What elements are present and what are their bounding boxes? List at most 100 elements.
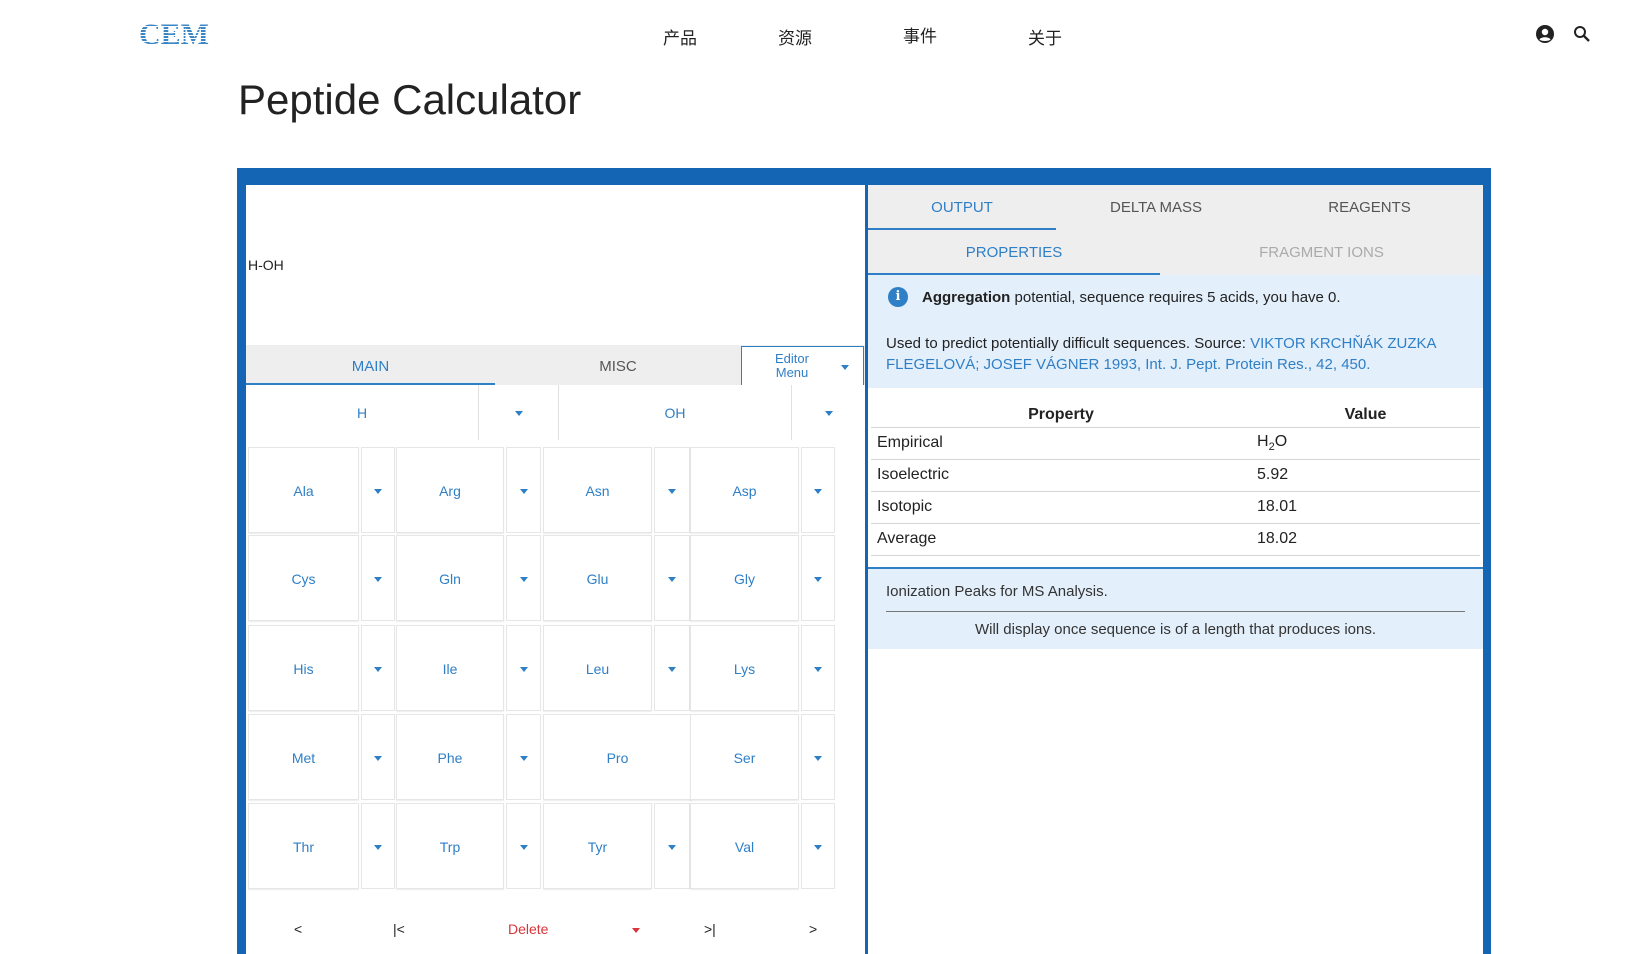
chevron-down-icon bbox=[668, 577, 676, 582]
source-link[interactable]: VIKTOR KRCHŇÁK ZUZKA FLEGELOVÁ; JOSEF VÁ… bbox=[886, 335, 1436, 373]
amino-acid-dropdown-gly[interactable] bbox=[801, 535, 835, 621]
amino-acid-dropdown-asn[interactable] bbox=[654, 447, 690, 533]
amino-acid-dropdown-asp[interactable] bbox=[801, 447, 835, 533]
ionization-peaks-box: Ionization Peaks for MS Analysis. Will d… bbox=[868, 567, 1483, 649]
chevron-down-icon bbox=[519, 577, 528, 582]
property-value: 5.92 bbox=[1251, 459, 1480, 492]
cursor-first-button[interactable]: |< bbox=[393, 921, 405, 937]
amino-acid-button-tyr[interactable]: Tyr bbox=[543, 803, 652, 889]
amino-acid-button-arg[interactable]: Arg bbox=[396, 447, 504, 533]
amino-acid-dropdown-trp[interactable] bbox=[506, 803, 541, 889]
amino-acid-dropdown-glu[interactable] bbox=[654, 535, 690, 621]
account-icon[interactable] bbox=[1535, 24, 1555, 44]
amino-acid-dropdown-ile[interactable] bbox=[506, 625, 541, 711]
amino-acid-dropdown-cys[interactable] bbox=[361, 535, 395, 621]
amino-acid-label: Phe bbox=[437, 750, 463, 766]
amino-acid-dropdown-ala[interactable] bbox=[361, 447, 395, 533]
cursor-prev-button[interactable]: < bbox=[294, 921, 303, 937]
amino-acid-button-phe[interactable]: Phe bbox=[396, 714, 504, 800]
c-terminus-dropdown[interactable] bbox=[792, 385, 865, 440]
amino-acid-button-asp[interactable]: Asp bbox=[690, 447, 799, 533]
chevron-down-icon bbox=[814, 756, 822, 761]
cursor-next-button[interactable]: > bbox=[809, 921, 818, 937]
property-name: Isoelectric bbox=[871, 459, 1251, 492]
amino-acid-label: Trp bbox=[439, 839, 461, 855]
chevron-down-icon bbox=[824, 411, 833, 416]
nav-about[interactable]: 关于 bbox=[1028, 29, 1062, 48]
sequence-input[interactable]: H-OH bbox=[246, 185, 865, 345]
amino-acid-button-leu[interactable]: Leu bbox=[543, 625, 652, 711]
amino-acid-dropdown-his[interactable] bbox=[361, 625, 395, 711]
amino-acid-dropdown-thr[interactable] bbox=[361, 803, 395, 889]
table-row: Isotopic 18.01 bbox=[871, 491, 1480, 524]
cursor-last-button[interactable]: >| bbox=[704, 921, 716, 937]
tab-main[interactable]: MAIN bbox=[246, 345, 495, 385]
chevron-down-icon bbox=[519, 667, 528, 672]
source-message: Used to predict potentially difficult se… bbox=[886, 333, 1466, 375]
amino-acid-label: Asp bbox=[732, 483, 757, 499]
amino-acid-button-asn[interactable]: Asn bbox=[543, 447, 652, 533]
aggregation-text: potential, sequence requires 5 acids, yo… bbox=[1010, 289, 1341, 306]
editor-menu-button[interactable]: Editor Menu bbox=[741, 346, 864, 386]
nav-events[interactable]: 事件 bbox=[903, 27, 937, 46]
output-panel: OUTPUT DELTA MASS REAGENTS PROPERTIES FR… bbox=[868, 185, 1483, 954]
nav-resources[interactable]: 资源 bbox=[778, 29, 812, 48]
amino-acid-button-glu[interactable]: Glu bbox=[543, 535, 652, 621]
tab-output[interactable]: OUTPUT bbox=[868, 185, 1056, 230]
tab-reagents[interactable]: REAGENTS bbox=[1328, 199, 1411, 216]
amino-acid-dropdown-arg[interactable] bbox=[506, 447, 541, 533]
nav-products[interactable]: 产品 bbox=[663, 29, 697, 48]
amino-acid-button-his[interactable]: His bbox=[248, 625, 359, 711]
amino-acid-label: Ser bbox=[733, 750, 756, 766]
amino-acid-dropdown-met[interactable] bbox=[361, 714, 395, 800]
table-header-row: Property Value bbox=[871, 403, 1480, 428]
chevron-down-icon bbox=[519, 489, 528, 494]
amino-acid-button-val[interactable]: Val bbox=[690, 803, 799, 889]
amino-acid-button-gln[interactable]: Gln bbox=[396, 535, 504, 621]
amino-acid-button-cys[interactable]: Cys bbox=[248, 535, 359, 621]
chevron-down-icon[interactable] bbox=[632, 928, 640, 933]
c-terminus-button[interactable]: OH bbox=[559, 385, 792, 440]
property-value: 18.01 bbox=[1251, 491, 1480, 524]
delete-button[interactable]: Delete bbox=[508, 921, 549, 937]
amino-acid-dropdown-phe[interactable] bbox=[506, 714, 541, 800]
amino-acid-dropdown-leu[interactable] bbox=[654, 625, 690, 711]
chevron-down-icon bbox=[374, 577, 382, 582]
amino-acid-button-ala[interactable]: Ala bbox=[248, 447, 359, 533]
amino-acid-label: His bbox=[293, 661, 314, 677]
amino-acid-button-gly[interactable]: Gly bbox=[690, 535, 799, 621]
property-value: 18.02 bbox=[1251, 523, 1480, 556]
amino-acid-button-met[interactable]: Met bbox=[248, 714, 359, 800]
amino-acid-button-pro[interactable]: Pro bbox=[543, 714, 692, 800]
tab-misc[interactable]: MISC bbox=[599, 358, 637, 375]
amino-acid-button-thr[interactable]: Thr bbox=[248, 803, 359, 889]
n-terminus-dropdown[interactable] bbox=[479, 385, 559, 440]
amino-acid-button-ile[interactable]: Ile bbox=[396, 625, 504, 711]
amino-acid-dropdown-lys[interactable] bbox=[801, 625, 835, 711]
tab-fragment-ions[interactable]: FRAGMENT IONS bbox=[1259, 244, 1384, 261]
chevron-down-icon bbox=[814, 489, 822, 494]
amino-acid-button-trp[interactable]: Trp bbox=[396, 803, 504, 889]
cem-logo[interactable]: CEM bbox=[139, 18, 209, 51]
editor-menu-label: Editor Menu bbox=[775, 351, 809, 380]
amino-acid-dropdown-ser[interactable] bbox=[801, 714, 835, 800]
ionization-message: Will display once sequence is of a lengt… bbox=[974, 621, 1377, 638]
tab-delta-mass[interactable]: DELTA MASS bbox=[1110, 199, 1202, 216]
chevron-down-icon bbox=[374, 845, 382, 850]
property-column-header: Property bbox=[871, 403, 1251, 428]
search-icon[interactable] bbox=[1572, 24, 1592, 44]
table-row: Empirical H2O bbox=[871, 427, 1480, 460]
amino-acid-label: Cys bbox=[291, 571, 316, 587]
amino-acid-dropdown-val[interactable] bbox=[801, 803, 835, 889]
n-terminus-button[interactable]: H bbox=[246, 385, 479, 440]
page-title: Peptide Calculator bbox=[238, 76, 582, 123]
property-name: Isotopic bbox=[871, 491, 1251, 524]
aggregation-info-box: i Aggregation potential, sequence requir… bbox=[868, 275, 1483, 388]
amino-acid-dropdown-gln[interactable] bbox=[506, 535, 541, 621]
aggregation-label: Aggregation bbox=[922, 289, 1011, 306]
amino-acid-button-ser[interactable]: Ser bbox=[690, 714, 799, 800]
table-row: Average 18.02 bbox=[871, 523, 1480, 556]
amino-acid-button-lys[interactable]: Lys bbox=[690, 625, 799, 711]
amino-acid-dropdown-tyr[interactable] bbox=[654, 803, 690, 889]
tab-properties[interactable]: PROPERTIES bbox=[868, 230, 1160, 275]
